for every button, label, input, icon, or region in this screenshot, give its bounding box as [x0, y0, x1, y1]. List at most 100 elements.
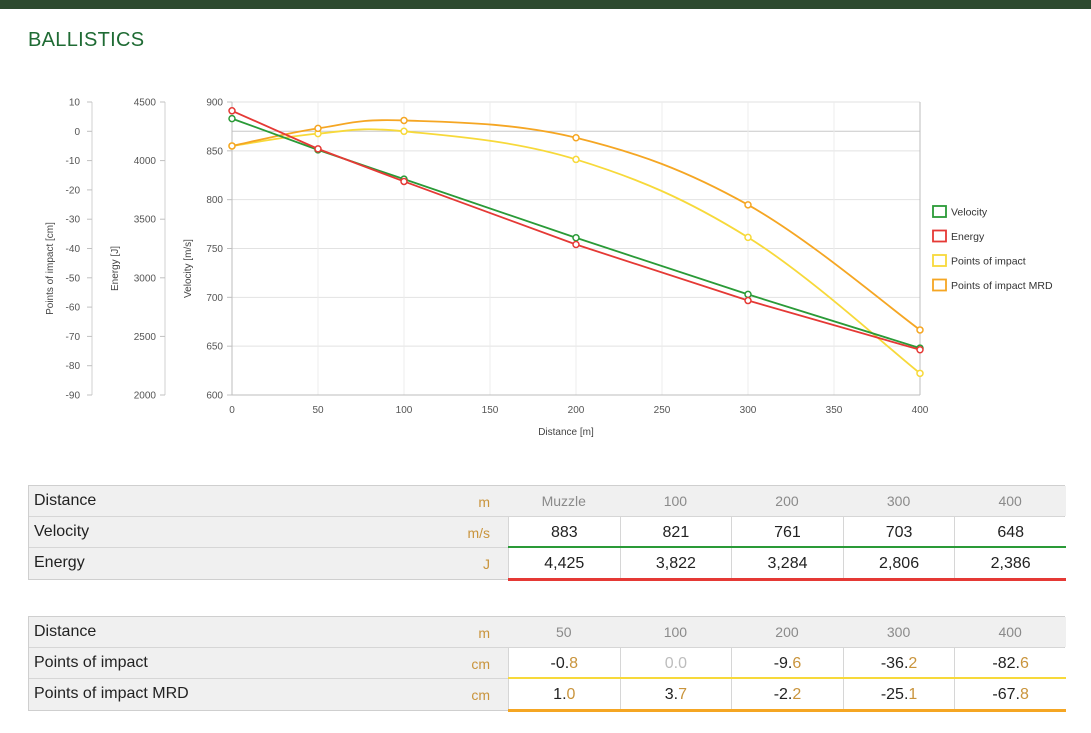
legend-swatch-velocity: [932, 205, 947, 218]
table-cell: 0.0: [619, 648, 732, 678]
energy-tick-label: 3000: [134, 273, 157, 284]
cell-value: -25.: [880, 686, 909, 703]
table-cell: 400: [954, 486, 1066, 516]
legend-label-points-of-impact-mrd: Points of impact MRD: [951, 280, 1053, 292]
table-cell: -25.1: [842, 679, 955, 710]
table-row: Energy J 4,425 3,822 3,284 2,806 2,386: [29, 548, 1066, 581]
poi-tick-label: -20: [66, 185, 81, 196]
x-tick-label: 200: [568, 405, 585, 416]
points-of-impact-point: [400, 127, 408, 136]
cell-value: -0.: [550, 655, 570, 672]
legend-swatch-energy: [932, 229, 947, 243]
table-cell: 100: [619, 486, 732, 516]
cell-value: 50: [556, 624, 572, 640]
poi-tick-label: -70: [66, 332, 81, 343]
series-color-bar: [508, 546, 1066, 549]
energy-point: [916, 346, 924, 354]
cell-decimal: 7: [678, 686, 688, 703]
velocity-tick-label: 700: [206, 293, 223, 304]
top-bar: [0, 0, 1091, 9]
points-of-impact-mrd-point: [228, 142, 236, 150]
energy-point: [744, 296, 752, 305]
points-of-impact-table: Distance m 50 100 200 300 400 Points of impact c…: [28, 616, 1066, 712]
cell-decimal: 6: [792, 655, 802, 672]
table-cell: -2.2: [731, 679, 843, 710]
velocity-tick-label: 900: [206, 98, 223, 109]
x-tick-label: 400: [912, 405, 929, 416]
cell-value: 1.: [553, 686, 567, 703]
x-tick-label: 0: [229, 405, 235, 416]
table-cell: 200: [731, 617, 843, 647]
table-cell: -67.8: [954, 679, 1066, 710]
velocity-line: [231, 117, 921, 349]
cell-value: 100: [663, 624, 688, 640]
energy-point: [228, 107, 236, 115]
poi-tick-label: -10: [66, 156, 81, 167]
row-label: Points of impact: [34, 654, 148, 671]
row-unit: cm: [471, 687, 490, 703]
table-cell: 2,806: [842, 548, 955, 579]
row-label: Energy: [34, 554, 85, 571]
poi-tick-label: -50: [66, 273, 81, 284]
series-color-bar: [508, 677, 1066, 680]
table-cell: 50: [508, 617, 620, 647]
cell-decimal: 0: [566, 686, 576, 703]
energy-line: [231, 109, 921, 351]
energy-point: [314, 145, 322, 153]
cell-decimal: 6: [1020, 655, 1029, 672]
points-of-impact-mrd-point: [400, 116, 408, 125]
cell-decimal: 1: [908, 686, 918, 703]
poi-tick-label: 0: [74, 127, 80, 138]
table-row: Points of impact MRD cm 1.0 3.7 -2.2 -25.1 -67…: [29, 679, 1066, 712]
cell-value: -9.: [773, 655, 793, 672]
cell-value: 3,822: [655, 555, 696, 572]
x-tick-label: 300: [740, 405, 757, 416]
cell-value: 300: [886, 624, 911, 640]
table-row: Points of impact cm -0.8 0.0 -9.6 -36.2 -82.6: [29, 648, 1066, 680]
cell-decimal: 8: [569, 655, 579, 672]
x-tick-label: 100: [396, 405, 413, 416]
cell-value: -36.: [880, 655, 909, 672]
points-of-impact-mrd-point: [572, 133, 580, 142]
table-row: Distance m Muzzle 100 200 300 400: [29, 486, 1066, 517]
cell-decimal: 2: [792, 686, 802, 703]
x-tick-label: 150: [482, 405, 499, 416]
energy-tick-label: 2500: [134, 332, 157, 343]
legend-label-velocity: Velocity: [951, 207, 988, 219]
legend-swatch-points-of-impact: [932, 254, 947, 267]
table-cell: -0.8: [508, 648, 620, 678]
table-cell: -82.6: [954, 648, 1066, 678]
poi-axis-title: Points of impact [cm]: [45, 222, 56, 315]
points-of-impact-point: [572, 155, 580, 164]
table-row: Velocity m/s 883 821 761 703 648: [29, 517, 1066, 549]
energy-point: [572, 240, 580, 249]
cell-value: -2.: [773, 686, 793, 703]
poi-tick-label: -90: [66, 391, 81, 402]
energy-tick-label: 4500: [134, 98, 157, 109]
velocity-tick-label: 600: [206, 391, 223, 402]
page-title: BALLISTICS: [28, 29, 145, 51]
table-cell: 4,425: [508, 548, 620, 579]
table-cell: Muzzle: [508, 486, 620, 516]
row-unit: J: [483, 556, 490, 572]
x-tick-label: 350: [826, 405, 843, 416]
table-cell: 3,284: [731, 548, 843, 579]
points-of-impact-mrd-point: [314, 124, 322, 133]
cell-value: 761: [774, 524, 801, 541]
legend-swatch-points-of-impact-mrd: [932, 278, 947, 292]
cell-value: -82.: [992, 655, 1020, 672]
table-row: Distance m 50 100 200 300 400: [29, 617, 1066, 648]
table-cell: 2,386: [954, 548, 1066, 579]
table-cell: 400: [954, 617, 1066, 647]
points-of-impact-point: [916, 369, 924, 378]
points-of-impact-mrd-point: [916, 326, 924, 334]
energy-axis-title: Energy [J]: [110, 246, 121, 291]
velocity-point: [572, 234, 580, 242]
energy-tick-label: 3500: [134, 215, 157, 226]
poi-tick-label: -80: [66, 361, 81, 372]
velocity-tick-label: 750: [206, 244, 223, 255]
table-cell: 100: [619, 617, 732, 647]
cell-decimal: 2: [908, 655, 918, 672]
cell-value: 300: [886, 493, 911, 509]
